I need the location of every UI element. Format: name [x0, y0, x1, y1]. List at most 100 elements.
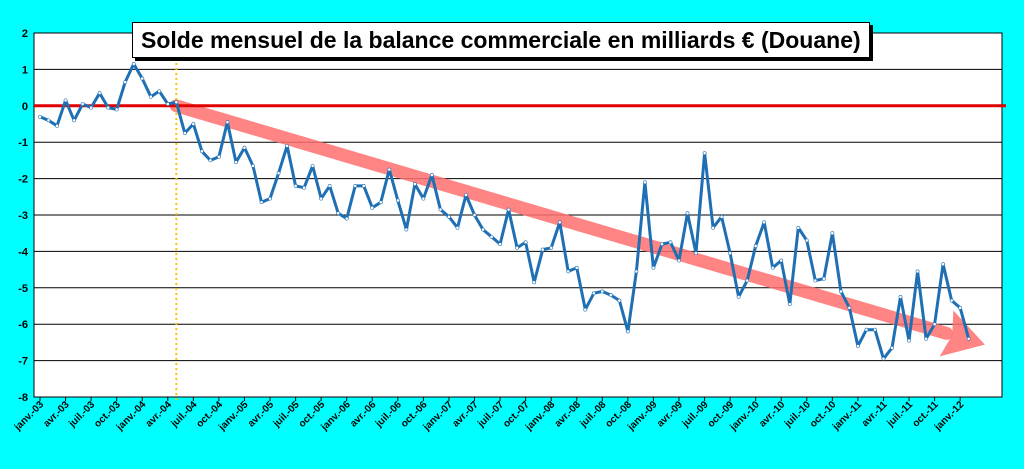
data-point: [753, 244, 758, 248]
data-point: [498, 242, 502, 247]
y-tick-label: -3: [18, 210, 28, 222]
x-tick-label: avr.-09: [655, 399, 685, 429]
data-point: [242, 145, 247, 150]
y-tick-label: -1: [18, 137, 28, 149]
data-point: [600, 289, 605, 294]
x-tick-label: juil.-03: [66, 399, 97, 430]
data-point: [182, 131, 187, 136]
y-tick-label: -7: [18, 356, 28, 368]
data-point: [387, 167, 392, 172]
data-point: [106, 105, 111, 110]
data-point: [199, 149, 204, 154]
data-point: [251, 163, 255, 168]
data-point: [455, 225, 460, 230]
data-point: [574, 265, 579, 270]
x-tick-label: juil.-05: [271, 399, 302, 430]
data-point: [583, 307, 588, 312]
data-point: [668, 240, 673, 245]
x-tick-label: juil.-08: [578, 399, 609, 430]
data-point: [796, 225, 801, 230]
data-point: [174, 100, 179, 105]
data-point: [268, 196, 272, 201]
data-point: [344, 216, 349, 221]
x-tick-label: janv.-03: [12, 399, 47, 434]
data-point: [864, 327, 869, 332]
data-point: [643, 180, 647, 185]
data-point: [745, 278, 750, 283]
data-point: [625, 329, 630, 334]
data-point: [660, 242, 664, 247]
series-line: [39, 62, 971, 361]
data-point: [736, 294, 741, 299]
data-point: [370, 205, 375, 210]
chart-title: Solde mensuel de la balance commerciale …: [132, 22, 870, 58]
data-point: [123, 80, 128, 85]
x-tick-label: avr.-10: [757, 399, 787, 429]
x-axis-ticks: janv.-03avr.-03juil.-03oct.-03janv.-04av…: [12, 397, 967, 434]
data-point: [353, 183, 358, 188]
data-point: [404, 227, 409, 232]
data-point: [302, 185, 307, 190]
data-point: [915, 269, 920, 274]
data-point: [310, 163, 315, 168]
data-point: [651, 265, 656, 270]
data-point: [711, 225, 715, 230]
data-point: [719, 214, 724, 219]
data-point: [63, 98, 68, 103]
data-point: [830, 231, 835, 236]
data-point: [438, 207, 443, 212]
data-point: [464, 193, 468, 197]
data-point: [779, 258, 784, 263]
data-point: [234, 160, 238, 165]
data-point: [907, 338, 911, 343]
data-point: [447, 214, 451, 219]
data-point: [327, 183, 332, 188]
data-point: [685, 211, 690, 216]
data-point: [148, 94, 153, 99]
data-point: [80, 102, 85, 106]
y-tick-label: 2: [22, 28, 28, 40]
data-point: [208, 158, 213, 163]
data-point: [677, 258, 681, 263]
data-point: [694, 251, 698, 256]
data-point: [97, 91, 102, 95]
data-point: [515, 245, 520, 250]
data-point: [566, 269, 571, 274]
data-point: [46, 118, 51, 123]
data-point: [506, 207, 511, 212]
data-point: [336, 211, 341, 216]
data-point: [165, 102, 170, 106]
data-point: [634, 269, 639, 274]
data-point: [472, 213, 477, 217]
data-point: [361, 183, 366, 188]
x-tick-label: avr.-08: [553, 399, 583, 429]
series: [38, 62, 971, 361]
data-point: [217, 154, 221, 159]
data-point: [941, 262, 946, 267]
y-tick-label: -8: [18, 392, 28, 404]
x-tick-label: avr.-11: [860, 399, 890, 429]
data-point: [38, 114, 42, 119]
data-point: [481, 227, 485, 232]
data-point: [881, 356, 886, 361]
data-point: [89, 105, 94, 110]
reference-lines: [34, 33, 1006, 401]
trend-arrow-head: [939, 310, 985, 357]
data-point: [591, 291, 596, 296]
data-point: [924, 336, 928, 341]
data-point: [804, 238, 809, 243]
trend-arrow-shaft: [169, 99, 954, 340]
data-point: [702, 151, 707, 156]
data-point: [770, 265, 775, 270]
data-point: [557, 220, 562, 225]
data-point: [157, 89, 162, 94]
data-point: [549, 245, 554, 250]
x-tick-label: avr.-07: [450, 399, 480, 429]
x-tick-label: juil.-11: [885, 399, 916, 430]
data-point: [293, 183, 298, 188]
data-point: [608, 293, 613, 297]
data-point: [131, 62, 136, 66]
data-point: [225, 120, 230, 125]
